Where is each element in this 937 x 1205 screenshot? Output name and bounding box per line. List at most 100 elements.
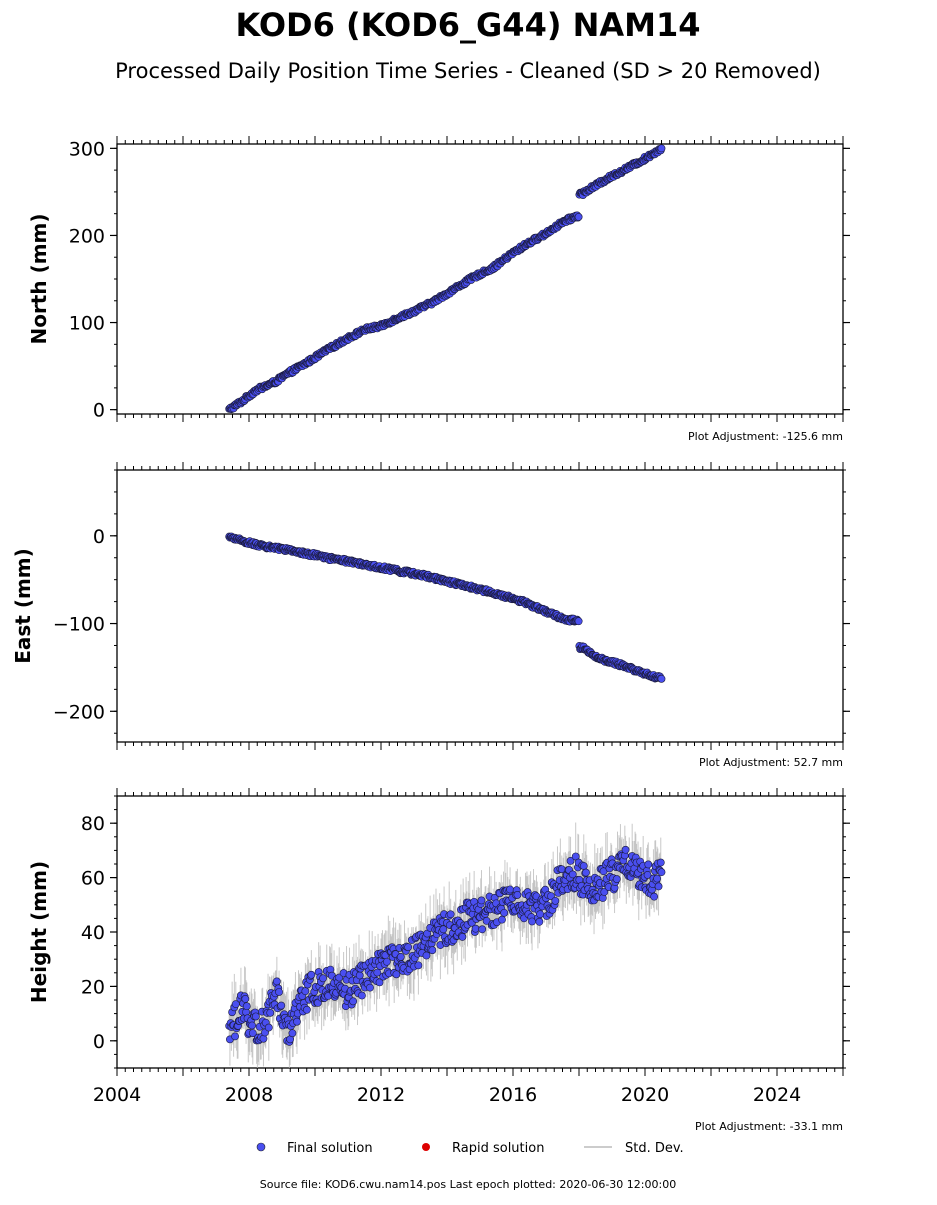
data-point: [566, 856, 575, 865]
y-tick-label: 0: [93, 1031, 105, 1053]
data-point: [574, 213, 583, 221]
data-point: [582, 868, 590, 877]
y-tick-label: 80: [81, 813, 105, 835]
data-point: [414, 961, 423, 970]
data-point: [241, 995, 250, 1003]
x-tick-label: 2016: [489, 1084, 537, 1106]
data-point: [656, 858, 665, 867]
data-point: [568, 870, 577, 879]
data-point: [366, 983, 374, 992]
plot-adjustment: Plot Adjustment: 52.7 mm: [699, 756, 843, 769]
data-point: [498, 915, 506, 924]
legend: Final solution Rapid solution Std. Dev.: [256, 1141, 684, 1156]
data-point: [506, 885, 514, 894]
y-tick-label: 60: [81, 868, 105, 890]
data-point: [319, 974, 327, 983]
data-point: [355, 971, 364, 980]
x-tick-label: 2008: [225, 1084, 273, 1106]
final-points: [225, 845, 666, 1046]
data-point: [392, 970, 401, 979]
panel-east: 0 −100 −200 East (mm) Plot Adjustment: 52.7 …: [11, 462, 850, 769]
data-point: [302, 1005, 311, 1014]
legend-rapid-marker: [422, 1143, 430, 1151]
data-point: [439, 925, 448, 934]
data-point: [653, 874, 661, 883]
series-final: [225, 822, 666, 1068]
figure-title: KOD6 (KOD6_G44) NAM14: [235, 6, 700, 44]
data-point: [275, 988, 283, 996]
data-point: [307, 970, 316, 979]
data-point: [446, 910, 455, 919]
data-point: [373, 968, 382, 977]
y-axis-label: North (mm): [27, 213, 51, 344]
data-point: [231, 1032, 239, 1041]
data-point: [248, 1021, 256, 1030]
data-point: [266, 1008, 275, 1017]
y-tick-label: 300: [69, 138, 105, 160]
data-point: [657, 144, 666, 153]
data-point: [477, 896, 486, 905]
y-tick-label: −100: [53, 614, 105, 636]
y-tick-label: 200: [69, 225, 105, 247]
data-point: [248, 1029, 257, 1037]
data-point: [644, 860, 653, 869]
y-tick-label: 0: [93, 526, 105, 548]
plot-adjustment: Plot Adjustment: -33.1 mm: [695, 1120, 843, 1133]
y-axis-label: Height (mm): [27, 861, 51, 1003]
data-point: [654, 882, 663, 891]
data-point: [277, 1001, 286, 1010]
data-point: [657, 674, 666, 683]
panel-height: 0 20 40 60 80 2004 2008 2012 2016 2020 2024 Height …: [27, 788, 850, 1133]
legend-std-label: Std. Dev.: [625, 1141, 684, 1156]
data-point: [600, 888, 609, 896]
plot-adjustment: Plot Adjustment: -125.6 mm: [688, 430, 843, 443]
x-tick-label: 2004: [93, 1084, 141, 1106]
data-point: [264, 1023, 273, 1032]
data-point: [301, 987, 310, 996]
data-point: [422, 951, 431, 960]
final-points: [225, 532, 666, 683]
data-point: [513, 891, 522, 899]
legend-rapid-label: Rapid solution: [452, 1141, 544, 1156]
series-final: [225, 144, 666, 414]
data-point: [382, 957, 391, 966]
data-point: [471, 924, 480, 933]
data-point: [293, 1017, 301, 1026]
axes-frame: [116, 469, 844, 743]
data-point: [375, 978, 384, 987]
data-point: [272, 977, 281, 986]
data-point: [612, 875, 621, 883]
y-tick-label: 100: [69, 313, 105, 335]
panel-north: 0 100 200 300 North (mm) Plot Adjustment: -12…: [27, 136, 850, 443]
data-point: [643, 871, 652, 879]
data-point: [404, 943, 413, 952]
x-tick-label: 2020: [621, 1084, 669, 1106]
data-point: [428, 946, 437, 955]
data-point: [251, 1012, 260, 1021]
x-tick-label: 2012: [357, 1084, 405, 1106]
data-point: [242, 1002, 251, 1011]
data-point: [574, 617, 583, 626]
data-point: [500, 908, 509, 917]
data-point: [579, 862, 588, 870]
source-note: Source file: KOD6.cwu.nam14.pos Last epo…: [260, 1178, 676, 1191]
x-tick-label: 2024: [753, 1084, 801, 1106]
legend-final-label: Final solution: [287, 1141, 373, 1156]
data-point: [478, 925, 487, 934]
data-point: [536, 910, 545, 919]
y-tick-label: −200: [53, 701, 105, 723]
data-point: [621, 845, 630, 854]
data-point: [288, 1029, 297, 1038]
series-final: [225, 532, 666, 683]
y-tick-label: 20: [81, 976, 105, 998]
data-point: [358, 991, 366, 1000]
legend-final-marker: [256, 1142, 266, 1152]
data-point: [657, 868, 666, 877]
y-axis-label: East (mm): [11, 548, 35, 664]
data-point: [349, 997, 358, 1006]
data-point: [396, 953, 405, 961]
data-point: [551, 896, 560, 905]
y-tick-label: 40: [81, 922, 105, 944]
data-point: [458, 933, 467, 941]
